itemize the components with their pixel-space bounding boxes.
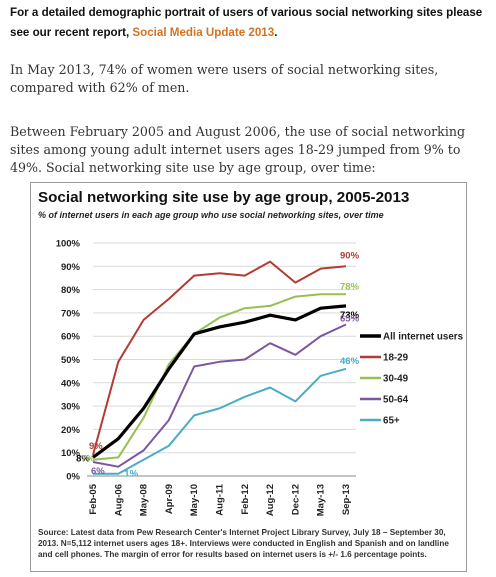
legend-label: 30-49 xyxy=(383,374,409,385)
social-media-update-link[interactable]: Social Media Update 2013 xyxy=(132,26,275,39)
y-tick-label: 80% xyxy=(61,285,81,296)
start-value-label: 1% xyxy=(124,469,138,480)
end-value-label: 65% xyxy=(340,314,360,325)
start-value-label: 9% xyxy=(89,441,103,452)
end-value-label: 46% xyxy=(340,356,360,367)
callout-lead: For a detailed demographic portrait of u… xyxy=(10,6,483,39)
chart-source-note: Source: Latest data from Pew Research Ce… xyxy=(38,528,449,559)
series-line xyxy=(92,293,346,461)
x-tick-label: Apr-09 xyxy=(164,484,175,514)
start-value-label: 6% xyxy=(91,466,105,477)
women-men-paragraph: In May 2013, 74% of women were users of … xyxy=(10,62,439,95)
end-value-label: 73% xyxy=(340,310,360,321)
x-tick-label: Sep-13 xyxy=(341,484,352,515)
legend-label: 18-29 xyxy=(383,353,409,364)
young-adults-paragraph: Between February 2005 and August 2006, t… xyxy=(10,124,466,175)
line-chart: 0% 10% 20% 30% 40% 50% 60% 70% 80% 90% 100% Feb-05 A… xyxy=(56,239,464,517)
x-tick-label: Dec-12 xyxy=(290,484,301,515)
y-tick-label: 60% xyxy=(61,332,81,343)
x-tick-label: Feb-05 xyxy=(88,483,99,514)
legend-label: 50-64 xyxy=(383,395,409,406)
x-tick-label: May-10 xyxy=(189,484,200,516)
y-tick-label: 0% xyxy=(66,472,80,483)
y-tick-label: 100% xyxy=(56,239,81,250)
series-line xyxy=(92,260,347,456)
chart-panel: Social networking site use by age group,… xyxy=(30,182,467,572)
x-tick-label: Aug-06 xyxy=(113,484,124,516)
y-tick-label: 50% xyxy=(61,355,81,366)
y-tick-label: 30% xyxy=(61,402,81,413)
series-line xyxy=(93,367,347,475)
x-tick-label: Aug-11 xyxy=(215,483,226,515)
legend-label: All internet users xyxy=(383,332,464,343)
chart-subtitle: % of internet users in each age group wh… xyxy=(38,210,384,220)
x-tick-label: May-08 xyxy=(139,484,150,516)
x-tick-label: Feb-12 xyxy=(240,484,251,515)
report-callout: For a detailed demographic portrait of u… xyxy=(10,3,486,43)
callout-tail: . xyxy=(274,26,278,39)
series-line xyxy=(92,304,347,459)
end-value-label: 90% xyxy=(340,250,360,261)
start-value-label: 7% xyxy=(81,454,95,465)
y-tick-label: 90% xyxy=(61,262,81,273)
y-tick-label: 70% xyxy=(61,308,81,319)
y-tick-label: 40% xyxy=(61,378,81,389)
x-tick-label: May-13 xyxy=(316,484,327,516)
legend-label: 65+ xyxy=(383,416,400,427)
start-value-label: 8% xyxy=(76,453,90,464)
end-value-label: 78% xyxy=(340,281,360,292)
chart-title: Social networking site use by age group,… xyxy=(38,189,410,206)
y-tick-label: 10% xyxy=(61,448,81,459)
x-tick-label: Aug-12 xyxy=(265,484,276,516)
y-tick-label: 20% xyxy=(61,425,81,436)
series-line xyxy=(92,323,347,468)
